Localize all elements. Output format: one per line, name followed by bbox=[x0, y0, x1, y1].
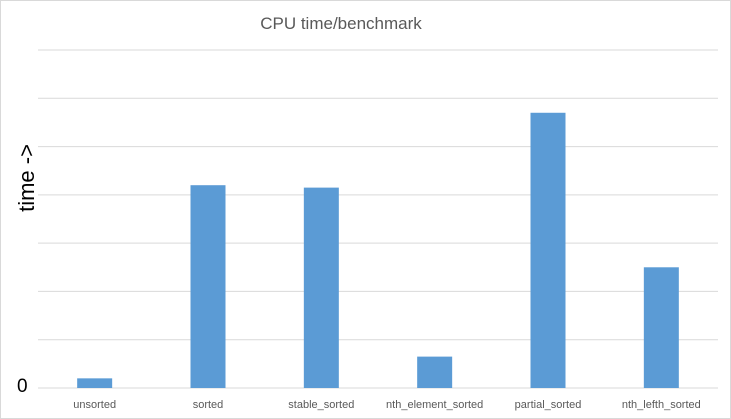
bars bbox=[77, 112, 679, 389]
x-tick-label: stable_sorted bbox=[288, 399, 354, 411]
x-tick-labels: unsorted sorted stable_sorted nth_element_s… bbox=[73, 399, 701, 411]
x-tick-label: nth_element_sorted bbox=[386, 399, 483, 411]
chart-title: CPU time/benchmark bbox=[260, 14, 422, 33]
x-tick-label: unsorted bbox=[73, 399, 116, 411]
y-axis-zero-label: 0 bbox=[17, 376, 28, 397]
bar-nth_lefth_sorted bbox=[643, 267, 679, 388]
x-tick-label: sorted bbox=[193, 399, 224, 411]
gridlines bbox=[38, 49, 718, 389]
x-tick-label: partial_sorted bbox=[515, 399, 582, 411]
x-tick-label: nth_lefth_sorted bbox=[622, 399, 701, 411]
bar-stable_sorted bbox=[303, 187, 339, 388]
bar-partial_sorted bbox=[530, 112, 566, 389]
y-axis-label: time -> bbox=[14, 144, 39, 212]
bar-unsorted bbox=[77, 378, 113, 388]
bar-nth_element_sorted bbox=[417, 356, 453, 388]
bar-sorted bbox=[190, 185, 226, 388]
